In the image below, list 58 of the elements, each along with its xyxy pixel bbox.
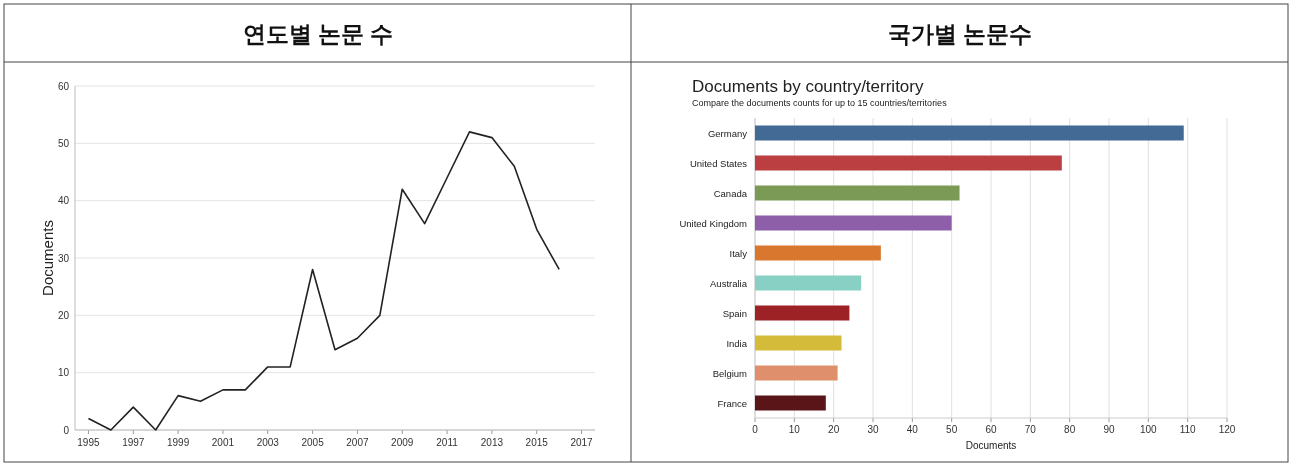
y-tick-label: 40 <box>57 195 70 207</box>
bar <box>755 305 850 321</box>
y-tick-label: 50 <box>57 137 70 149</box>
x-tick-label: 2015 <box>525 437 549 448</box>
y-tick-label: India <box>726 337 748 349</box>
x-tick-label: 2005 <box>301 437 325 448</box>
x-tick-label: 2001 <box>211 437 235 448</box>
x-tick-label: 40 <box>906 424 919 435</box>
x-tick-label: 90 <box>1103 424 1115 435</box>
x-tick-label: 100 <box>1139 424 1158 435</box>
x-tick-label: 2009 <box>391 437 414 448</box>
y-tick-label: Spain <box>722 307 747 319</box>
bar <box>755 125 1184 141</box>
bar <box>755 155 1062 171</box>
bar <box>755 185 960 201</box>
chart-title: 국가별 논문수 <box>887 21 1033 47</box>
y-tick-label: Belgium <box>712 367 748 379</box>
bar <box>755 365 838 381</box>
x-tick-label: 1999 <box>166 437 190 448</box>
text: Compare the documents counts for up to 15 countries/territories <box>692 98 948 108</box>
y-tick-label: Italy <box>729 247 748 259</box>
x-tick-label: 2011 <box>436 437 459 448</box>
y-tick-label: France <box>717 397 747 409</box>
x-tick-label: 2003 <box>256 437 280 448</box>
chart-subtitle: Documents by country/territory <box>692 77 924 96</box>
x-tick-label: 60 <box>985 424 997 435</box>
bar <box>755 335 842 351</box>
x-tick-label: 70 <box>1024 424 1037 435</box>
bar <box>755 275 862 291</box>
bar <box>755 245 881 261</box>
bar <box>755 395 826 411</box>
line-series <box>87 131 560 431</box>
y-axis-title: Documents <box>39 220 56 296</box>
y-tick-label: United States <box>689 157 748 169</box>
x-tick-label: 0 <box>752 424 759 435</box>
y-tick-label: 30 <box>57 252 70 264</box>
x-tick-label: 110 <box>1179 424 1197 435</box>
x-tick-label: 20 <box>828 424 840 435</box>
y-tick-label: 20 <box>57 309 70 321</box>
y-tick-label: Germany <box>707 127 748 139</box>
x-tick-label: 1995 <box>77 437 101 448</box>
x-tick-label: 2007 <box>346 437 369 448</box>
bar <box>755 215 952 231</box>
y-tick-label: 10 <box>57 367 70 379</box>
x-tick-label: 1997 <box>122 437 145 448</box>
x-tick-label: 30 <box>867 424 879 435</box>
x-tick-label: 80 <box>1064 424 1076 435</box>
x-tick-label: 2017 <box>570 437 594 448</box>
x-tick-label: 50 <box>946 424 958 435</box>
y-tick-label: United Kingdom <box>679 217 748 229</box>
y-tick-label: Canada <box>713 187 748 199</box>
x-tick-label: 10 <box>788 424 801 435</box>
y-tick-label: Australia <box>710 277 748 289</box>
x-tick-label: 2013 <box>480 437 504 448</box>
x-tick-label: 120 <box>1218 424 1236 435</box>
chart-title: 연도별 논문 수 <box>242 21 394 47</box>
x-axis-title: Documents <box>965 440 1017 451</box>
y-tick-label: 60 <box>57 80 70 92</box>
